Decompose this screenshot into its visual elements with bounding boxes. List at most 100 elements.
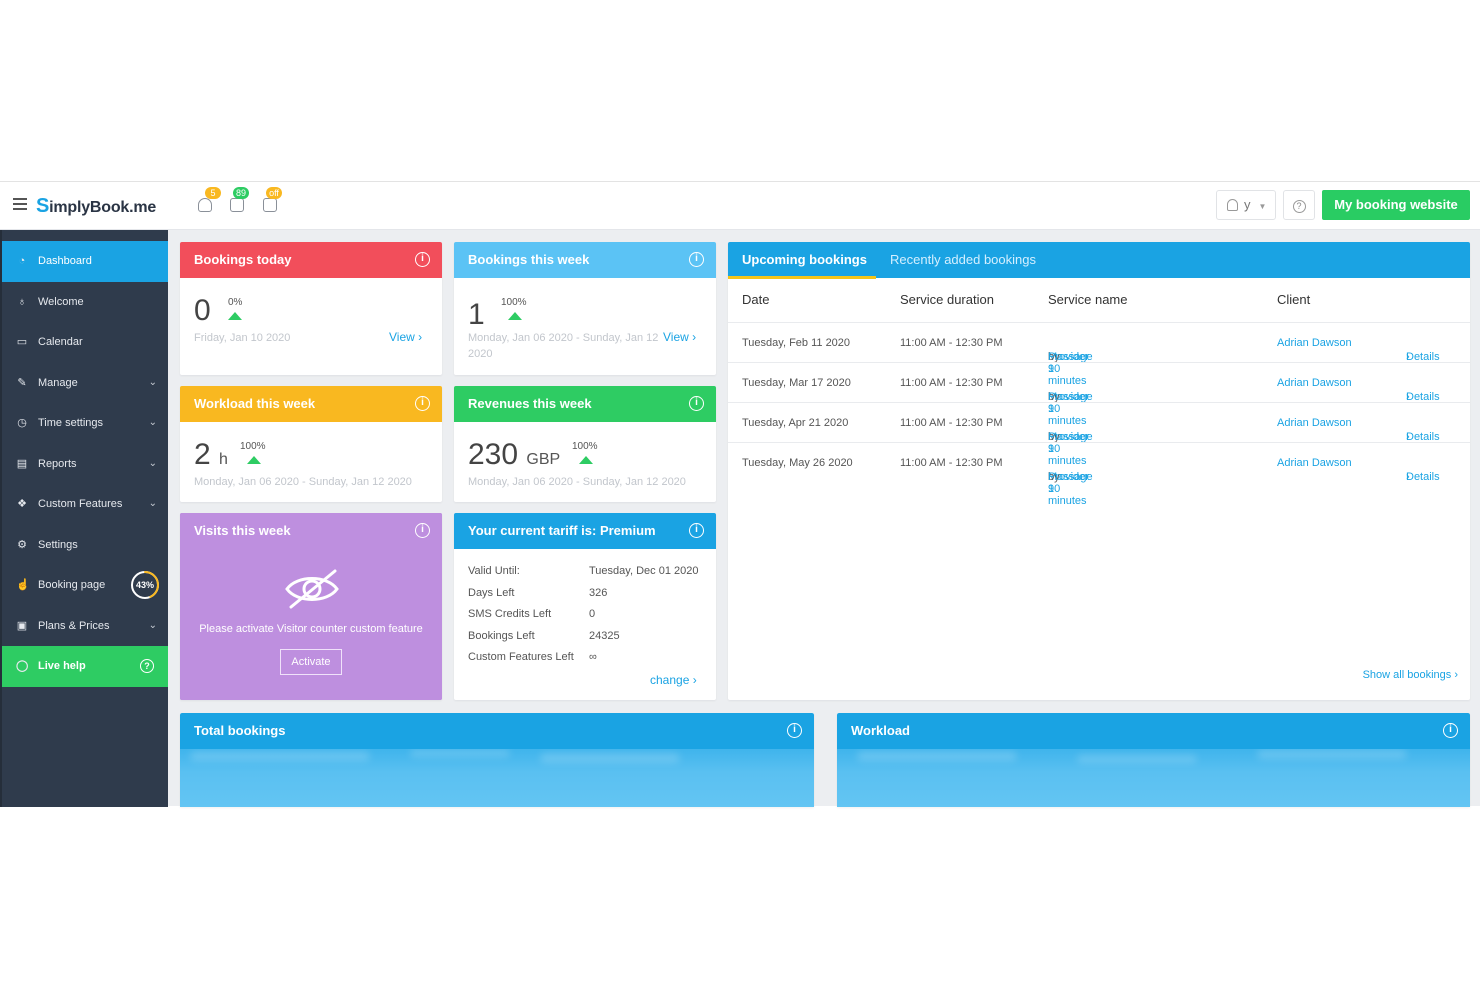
tariff-label: Valid Until:: [468, 565, 520, 577]
card-title: Bookings today: [194, 252, 292, 267]
trend-up-icon: [247, 456, 261, 464]
calendar-icon: ▭: [16, 336, 28, 348]
chevron-right-icon: ›: [1406, 471, 1410, 483]
tariff-label: Days Left: [468, 587, 515, 599]
table-row: Tuesday, May 26 2020 11:00 AM - 12:30 PM…: [728, 442, 1470, 507]
user-menu[interactable]: y ▼: [1216, 190, 1276, 220]
tariff-value: ∞: [589, 651, 597, 663]
tab-recently-added-bookings[interactable]: Recently added bookings: [890, 252, 1036, 267]
sidebar-item-calendar[interactable]: ▭ Calendar: [16, 336, 83, 348]
eye-off-icon: [285, 569, 339, 609]
service-link[interactable]: Massage 90 minutes: [1048, 351, 1093, 387]
chevron-right-icon: ›: [1406, 431, 1410, 443]
help-button[interactable]: ?: [1283, 190, 1315, 220]
client-link[interactable]: Adrian Dawson: [1277, 377, 1352, 389]
stat-date: Monday, Jan 06 2020 - Sunday, Jan 12 202…: [468, 476, 686, 488]
top-bar: SimplyBook.me 5 89 off y ▼ ? My booking w…: [0, 182, 1480, 230]
sidebar-item-manage[interactable]: ✎ Manage ⌄: [2, 363, 168, 404]
info-icon[interactable]: i: [787, 723, 802, 738]
chevron-right-icon: ›: [1406, 391, 1410, 403]
info-icon[interactable]: i: [689, 252, 704, 267]
trend-up-icon: [508, 312, 522, 320]
service-link[interactable]: Massage 90 minutes: [1048, 471, 1093, 507]
chevron-down-icon: ⌄: [148, 376, 157, 388]
chevron-down-icon: ⌄: [148, 619, 157, 631]
sidebar-item-reports[interactable]: ▤ Reports ⌄: [2, 444, 168, 485]
view-link[interactable]: View ›: [389, 330, 423, 344]
tariff-value: 24325: [589, 630, 620, 642]
bulb-icon: ♁: [17, 295, 27, 308]
active-tab-indicator: [728, 276, 876, 279]
provider-link[interactable]: Provider 1: [1048, 431, 1089, 455]
provider-link[interactable]: Provider 1: [1048, 471, 1089, 495]
menu-icon[interactable]: [13, 198, 27, 210]
info-icon[interactable]: i: [689, 523, 704, 538]
info-icon[interactable]: i: [415, 523, 430, 538]
calendar-sync-badge: off: [266, 187, 282, 199]
booking-page-progress: 43%: [135, 580, 154, 590]
show-all-bookings-link[interactable]: Show all bookings ›: [1362, 669, 1458, 681]
total-bookings-chart-placeholder: [180, 749, 814, 807]
sidebar-item-welcome[interactable]: ♁ Welcome: [17, 295, 84, 308]
trend-up-icon: [228, 312, 242, 320]
total-bookings-card: Total bookings i: [180, 713, 814, 807]
tab-upcoming-bookings[interactable]: Upcoming bookings: [742, 252, 867, 267]
client-link[interactable]: Adrian Dawson: [1277, 457, 1352, 469]
sidebar-item-time-settings[interactable]: ◷ Time settings ⌄: [2, 403, 168, 444]
sidebar-item-booking-page[interactable]: ☝ Booking page 43%: [2, 565, 168, 606]
client-link[interactable]: Adrian Dawson: [1277, 337, 1352, 349]
client-link[interactable]: Adrian Dawson: [1277, 417, 1352, 429]
change-link[interactable]: change ›: [650, 673, 697, 687]
bell-icon[interactable]: 5: [198, 187, 221, 212]
activate-button[interactable]: Activate: [280, 649, 342, 675]
stat-value: 0: [194, 294, 211, 327]
provider-link[interactable]: Provider 1: [1048, 351, 1089, 375]
column-header-duration: Service duration: [900, 292, 994, 307]
tariff-label: Bookings Left: [468, 630, 535, 642]
chevron-right-icon: ›: [692, 330, 697, 344]
card-title: Your current tariff is: Premium: [468, 523, 656, 538]
sidebar-item-custom-features[interactable]: ❖ Custom Features ⌄: [2, 484, 168, 525]
booking-page-progress-ring: [131, 571, 159, 599]
info-icon[interactable]: i: [415, 252, 430, 267]
wrench-icon: ✎: [17, 376, 27, 389]
chevron-down-icon: ⌄: [148, 498, 157, 509]
view-link[interactable]: View ›: [663, 330, 697, 344]
info-icon[interactable]: i: [415, 396, 430, 411]
tariff-label: SMS Credits Left: [468, 608, 552, 620]
provider-link[interactable]: Provider 1: [1048, 391, 1089, 415]
sidebar-item-live-help[interactable]: ◯ Live help?: [2, 646, 168, 687]
bookings-check-icon[interactable]: 89: [230, 187, 250, 212]
chevron-down-icon: ⌄: [148, 457, 157, 469]
app-shell: SimplyBook.me 5 89 off y ▼ ? My booking w…: [0, 181, 1480, 807]
visits-week-card: Visits this week i Please activate Visito…: [180, 513, 442, 700]
stat-value: 2 h: [194, 438, 228, 471]
workload-card: Workload i: [837, 713, 1470, 807]
sidebar-item-settings[interactable]: ⚙ Settings: [17, 538, 78, 551]
stat-value: 1: [468, 298, 485, 331]
card-title: Workload this week: [194, 396, 316, 411]
logo[interactable]: SimplyBook.me: [36, 195, 157, 217]
chevron-right-icon: ›: [1454, 669, 1458, 681]
stat-date: Monday, Jan 06 2020 - Sunday, Jan 12 202…: [194, 476, 412, 488]
question-icon: ?: [140, 659, 154, 673]
hand-icon: ☝: [16, 579, 30, 591]
service-link[interactable]: Massage 90 minutes: [1048, 431, 1093, 467]
info-icon[interactable]: i: [689, 396, 704, 411]
stat-percent: 100%: [501, 297, 527, 308]
service-link[interactable]: Massage 90 minutes: [1048, 391, 1093, 427]
sidebar-item-dashboard[interactable]: ◔ Dashboard: [2, 241, 168, 282]
sidebar-item-plans-prices[interactable]: ▣ Plans & Prices ⌄: [2, 606, 168, 647]
chevron-right-icon: ›: [418, 330, 423, 344]
bookings-tabs: Upcoming bookings Recently added booking…: [728, 242, 1470, 279]
revenues-week-card: Revenues this week i 230 GBP 100% Monday,…: [454, 386, 716, 502]
bookings-today-card: Bookings today i 0 0% Friday, Jan 10 2020…: [180, 242, 442, 375]
clock-icon: ◷: [17, 417, 27, 429]
my-booking-website-button[interactable]: My booking website: [1322, 190, 1470, 220]
chevron-down-icon: ⌄: [148, 417, 157, 428]
card-title: Visits this week: [194, 523, 291, 538]
info-icon[interactable]: i: [1443, 723, 1458, 738]
tariff-card: Your current tariff is: Premium i Valid U…: [454, 513, 716, 700]
calendar-sync-icon[interactable]: off: [263, 187, 282, 212]
stat-value: 230 GBP: [468, 438, 561, 471]
